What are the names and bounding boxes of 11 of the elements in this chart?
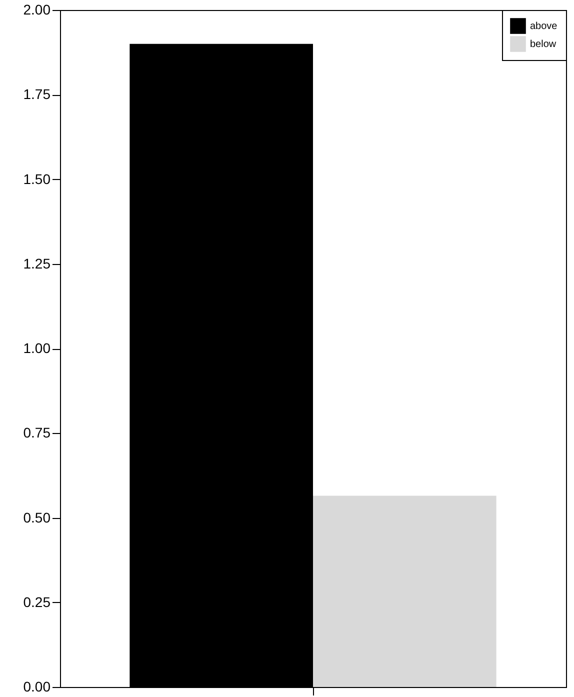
y-tick-label: 2.00 xyxy=(23,2,51,18)
y-tick-label: 1.25 xyxy=(23,255,51,272)
y-tick-label: 0.75 xyxy=(23,424,51,441)
legend-label: below xyxy=(530,39,557,50)
y-tick-label: 1.75 xyxy=(23,86,51,102)
y-tick-label: 1.50 xyxy=(23,170,51,187)
y-tick-label: 0.25 xyxy=(23,594,51,610)
y-tick-label: 0.50 xyxy=(23,509,51,526)
y-tick-label: 1.00 xyxy=(23,340,51,356)
y-tick-label: 0.00 xyxy=(23,678,51,694)
legend-label: above xyxy=(530,21,558,32)
